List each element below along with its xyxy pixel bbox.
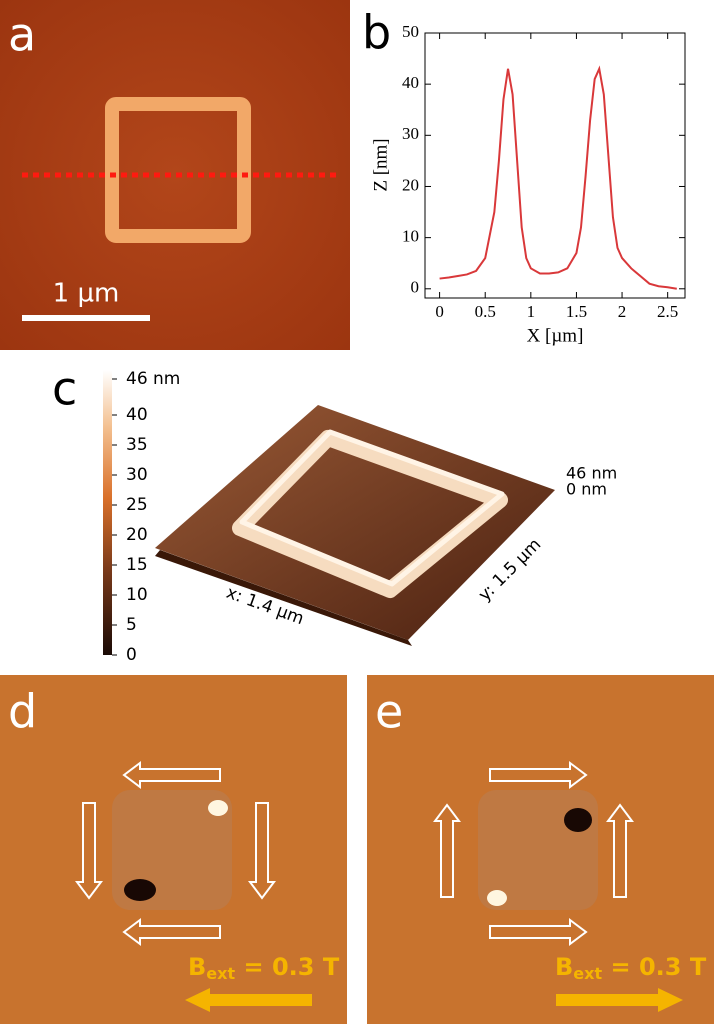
panel-label: e xyxy=(375,685,403,739)
moment-arrows xyxy=(433,761,634,946)
dark-pole xyxy=(564,808,592,832)
ring-3d-top xyxy=(239,429,505,587)
field-arrow xyxy=(556,988,683,1012)
y-tick-label: 50 xyxy=(402,22,419,41)
colorbar-tick-label: 5 xyxy=(126,615,137,635)
x-tick-label: 0 xyxy=(435,302,444,321)
colorbar-tick-label: 10 xyxy=(126,585,148,605)
field-label: Bext = 0.3 T xyxy=(188,953,340,983)
colorbar xyxy=(103,370,112,655)
bright-pole xyxy=(208,800,228,816)
z-bottom: 0 nm xyxy=(566,480,607,499)
surface-edge xyxy=(155,550,412,646)
line-chart: 0 10 20 30 40 50 0 0.5 1 1.5 2 2.5 X [µm] Z [nm] xyxy=(370,22,686,346)
bright-pole xyxy=(487,890,507,906)
panel-label: b xyxy=(362,6,391,60)
x-tick-label: 1 xyxy=(527,302,536,321)
y-tick-label: 0 xyxy=(411,278,420,297)
y-tick-label: 10 xyxy=(402,227,419,246)
scale-bar xyxy=(22,315,150,321)
dark-pole xyxy=(124,879,156,901)
ring xyxy=(105,97,251,243)
y-tick-label: 30 xyxy=(402,124,419,143)
ring-3d xyxy=(232,430,508,598)
field-label: Bext = 0.3 T xyxy=(555,953,707,983)
panel-label: a xyxy=(8,8,36,62)
x-tick-label: 2.5 xyxy=(657,302,678,321)
colorbar-tick-label: 0 xyxy=(126,645,137,665)
colorbar-tick-label: 25 xyxy=(126,495,148,515)
x-tick-label: 2 xyxy=(618,302,627,321)
y-tick-label: 40 xyxy=(402,73,419,92)
z-top: 46 nm xyxy=(566,464,617,483)
colorbar-tick-label: 15 xyxy=(126,555,148,575)
y-tick-label: 20 xyxy=(402,175,419,194)
scale-label: 1 µm xyxy=(53,279,120,309)
y-axis-label: Z [nm] xyxy=(370,138,391,191)
colorbar-tick-label: 20 xyxy=(126,525,148,545)
profile-line xyxy=(439,65,677,290)
colorbar-tick-label: 46 nm xyxy=(126,369,180,389)
x-tick-label: 1.5 xyxy=(566,302,587,321)
field-arrow xyxy=(185,988,312,1012)
colorbar-tick-label: 35 xyxy=(126,435,148,455)
panel-label: c xyxy=(52,362,77,416)
panel-label: d xyxy=(8,685,37,739)
colorbar-ticks: 0 5 10 15 20 25 30 35 40 46 nm xyxy=(112,369,180,665)
moment-arrows xyxy=(75,761,276,946)
colorbar-tick-label: 40 xyxy=(126,405,148,425)
x-tick-label: 0.5 xyxy=(475,302,496,321)
colorbar-tick-label: 30 xyxy=(126,465,148,485)
surface xyxy=(155,405,555,640)
plot-frame xyxy=(424,32,686,299)
x-axis-label: X [µm] xyxy=(527,325,584,346)
